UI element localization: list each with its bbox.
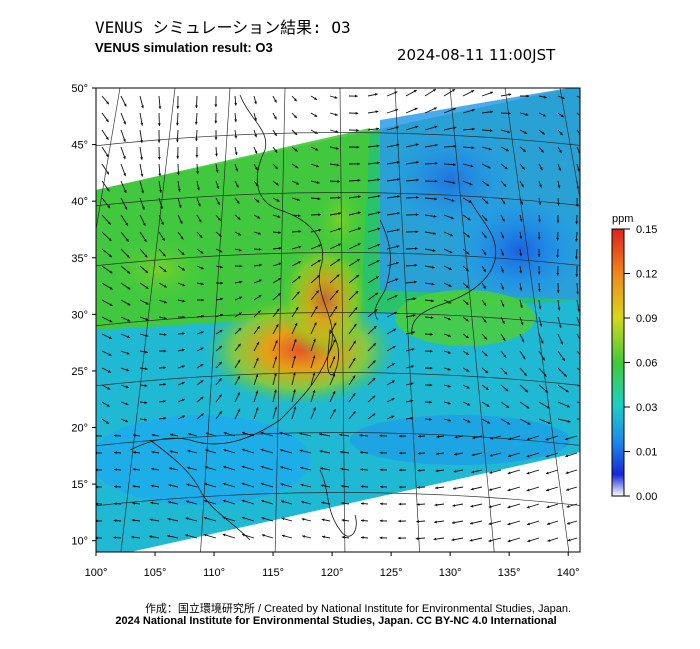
lon-tick-label: 135°	[498, 567, 521, 579]
lon-tick-label: 140°	[557, 567, 580, 579]
concentration-field	[96, 88, 580, 552]
map-title-english: VENUS simulation result: O3	[95, 40, 273, 55]
map-title-japanese: VENUS シミュレーション結果: O3	[95, 18, 351, 37]
colorbar-unit: ppm	[612, 213, 633, 225]
graticule	[96, 88, 580, 552]
credit-line-creator: 作成：国立環境研究所 / Created by National Institu…	[144, 603, 572, 615]
lat-tick-label: 10°	[71, 536, 88, 548]
latitude-axis: 50° 45° 40° 35° 30° 25° 20° 15° 10°	[71, 83, 96, 548]
lon-tick-label: 115°	[262, 567, 284, 579]
lat-tick-label: 35°	[71, 253, 88, 265]
lon-tick-label: 120°	[321, 567, 344, 579]
lon-tick-label: 105°	[144, 567, 167, 579]
lon-tick-label: 130°	[439, 567, 462, 579]
wind-vectors	[96, 88, 580, 543]
map-frame	[95, 87, 581, 553]
colorbar-tick-label: 0.12	[636, 269, 657, 281]
lat-tick-label: 40°	[71, 196, 88, 208]
lat-tick-label: 30°	[71, 309, 88, 321]
lon-tick-label: 125°	[380, 567, 403, 579]
lat-tick-label: 15°	[71, 479, 88, 491]
longitude-axis: 100° 105° 110° 115° 120° 125° 130° 135° 140°	[85, 552, 580, 579]
lon-tick-label: 100°	[85, 567, 108, 579]
colorbar-ramp	[611, 228, 625, 497]
colorbar-tick-label: 0.09	[636, 313, 657, 325]
colorbar-ticks: 0.15 0.12 0.09 0.06 0.03 0.01 0.00	[624, 224, 657, 503]
colorbar-tick-label: 0.15	[636, 224, 657, 236]
forecast-timestamp: 2024-08-11 11:00JST	[397, 46, 556, 64]
credit-line-license: 2024 National Institute for Environmenta…	[115, 615, 557, 627]
lat-tick-label: 20°	[71, 423, 88, 435]
colorbar-tick-label: 0.03	[636, 402, 657, 414]
lon-tick-label: 110°	[203, 567, 225, 579]
colorbar: ppm 0.15 0.12 0.09 0.06 0.03 0.01 0.00	[611, 213, 657, 503]
colorbar-tick-label: 0.06	[636, 358, 657, 370]
colorbar-tick-label: 0.00	[636, 491, 657, 503]
lat-tick-label: 25°	[71, 366, 88, 378]
colorbar-tick-label: 0.01	[636, 447, 657, 459]
lat-tick-label: 45°	[71, 140, 88, 152]
coastline	[129, 94, 333, 451]
lat-tick-label: 50°	[71, 83, 88, 95]
